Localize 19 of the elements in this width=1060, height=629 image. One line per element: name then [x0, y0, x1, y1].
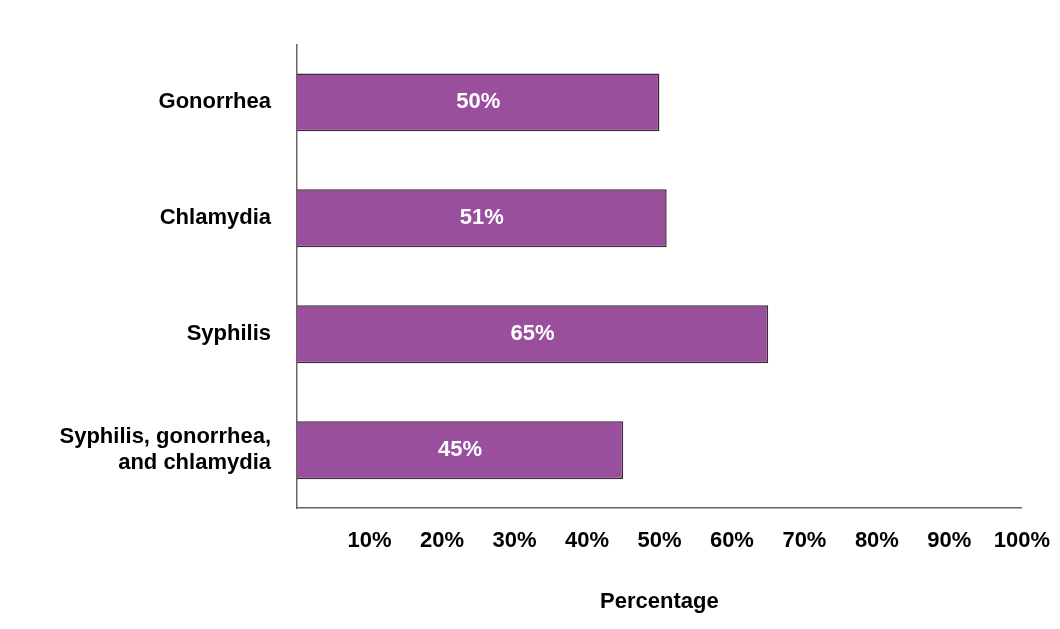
x-tick-label: 30%: [492, 527, 537, 553]
x-tick-label: 80%: [854, 527, 899, 553]
data-label: 45%: [438, 436, 483, 462]
x-tick-label: 10%: [347, 527, 392, 553]
data-label: 65%: [510, 320, 555, 346]
x-tick-label: 100%: [993, 527, 1051, 553]
x-tick-label: 50%: [637, 527, 682, 553]
y-tick-label: Chlamydia: [159, 204, 272, 230]
data-label: 50%: [456, 88, 501, 114]
y-tick-label: Syphilis: [186, 320, 271, 346]
x-tick-label: 40%: [564, 527, 609, 553]
x-tick-label: 60%: [709, 527, 754, 553]
x-axis-title: Percentage: [600, 587, 719, 613]
x-tick-label: 20%: [419, 527, 464, 553]
y-tick-label: Gonorrhea: [158, 88, 272, 114]
x-tick-label: 90%: [927, 527, 972, 553]
x-tick-label: 70%: [782, 527, 827, 553]
y-tick-label: Syphilis, gonorrhea, and chlamydia: [59, 423, 272, 475]
data-label: 51%: [459, 204, 504, 230]
